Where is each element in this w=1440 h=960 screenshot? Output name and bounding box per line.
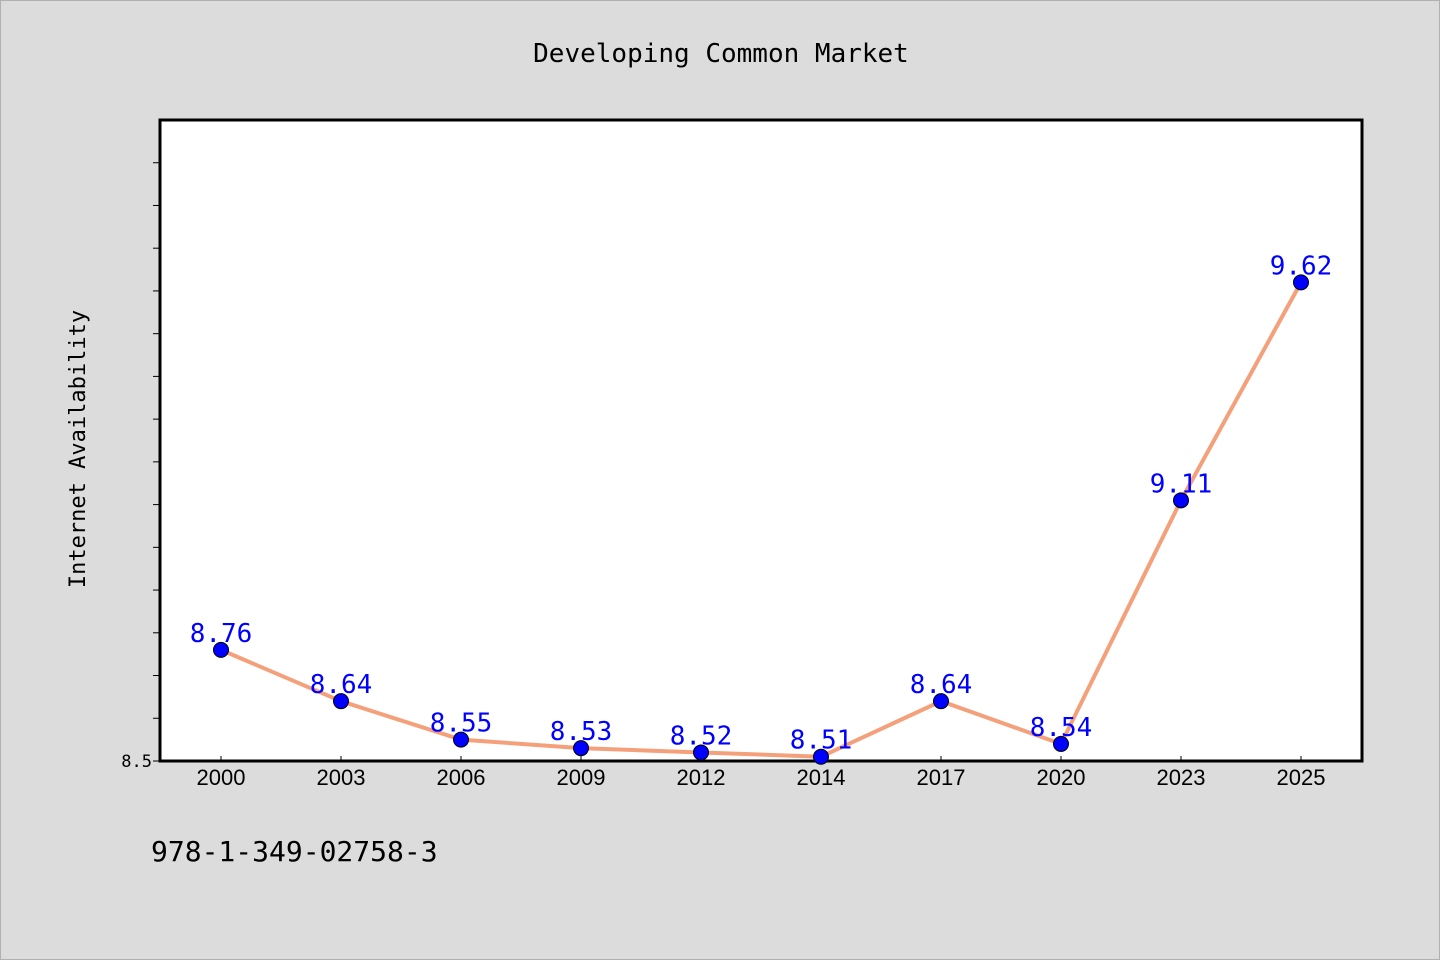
footer-isbn: 978-1-349-02758-3: [151, 835, 438, 868]
chart-title: Developing Common Market: [533, 39, 909, 69]
x-tick-label: 2014: [797, 765, 846, 790]
x-tick-label: 2025: [1277, 765, 1326, 790]
y-axis-label: Internet Availability: [66, 310, 91, 588]
y-axis-ticks: 8.5: [121, 162, 159, 772]
data-point-marker: [453, 731, 469, 748]
data-point-marker: [1053, 735, 1069, 752]
x-tick-label: 2017: [917, 765, 966, 790]
data-point-marker: [1173, 492, 1189, 509]
x-tick-label: 2003: [317, 765, 366, 790]
data-label: 8.64: [910, 670, 973, 700]
x-axis-ticks: 2000 2003 2006 2009 2012 2014 2017 2020 2023 2025: [197, 756, 1326, 790]
x-tick-label: 2023: [1157, 765, 1206, 790]
y-tick-label: 8.5: [121, 752, 152, 772]
data-label: 8.53: [550, 717, 613, 747]
series-line-group: [219, 280, 1303, 759]
data-label-group: 8.76 8.64 8.55 8.53 8.52 8.51 8.64 8.54 9.11 9.62: [190, 251, 1333, 755]
x-tick-label: 2006: [437, 765, 486, 790]
data-point-marker: [333, 693, 349, 710]
data-label: 8.64: [310, 670, 373, 700]
data-point-marker: [693, 744, 709, 761]
data-label: 8.52: [670, 721, 733, 751]
data-point-marker: [813, 748, 829, 765]
x-tick-label: 2000: [197, 765, 246, 790]
data-point-marker: [573, 740, 589, 757]
x-tick-label: 2009: [557, 765, 606, 790]
data-point-marker: [213, 641, 229, 658]
data-label: 8.55: [430, 709, 493, 739]
series-line: [219, 280, 1303, 759]
data-label: 8.76: [190, 619, 253, 649]
plot-area: [158, 118, 1364, 763]
x-tick-label: 2020: [1037, 765, 1086, 790]
data-label: 9.11: [1150, 469, 1213, 499]
marker-group: [213, 274, 1309, 765]
data-label: 9.62: [1270, 251, 1333, 281]
data-label: 8.51: [790, 726, 853, 756]
x-tick-label: 2012: [677, 765, 726, 790]
data-point-marker: [933, 693, 949, 710]
data-label: 8.54: [1030, 713, 1093, 743]
data-point-marker: [1293, 274, 1309, 291]
